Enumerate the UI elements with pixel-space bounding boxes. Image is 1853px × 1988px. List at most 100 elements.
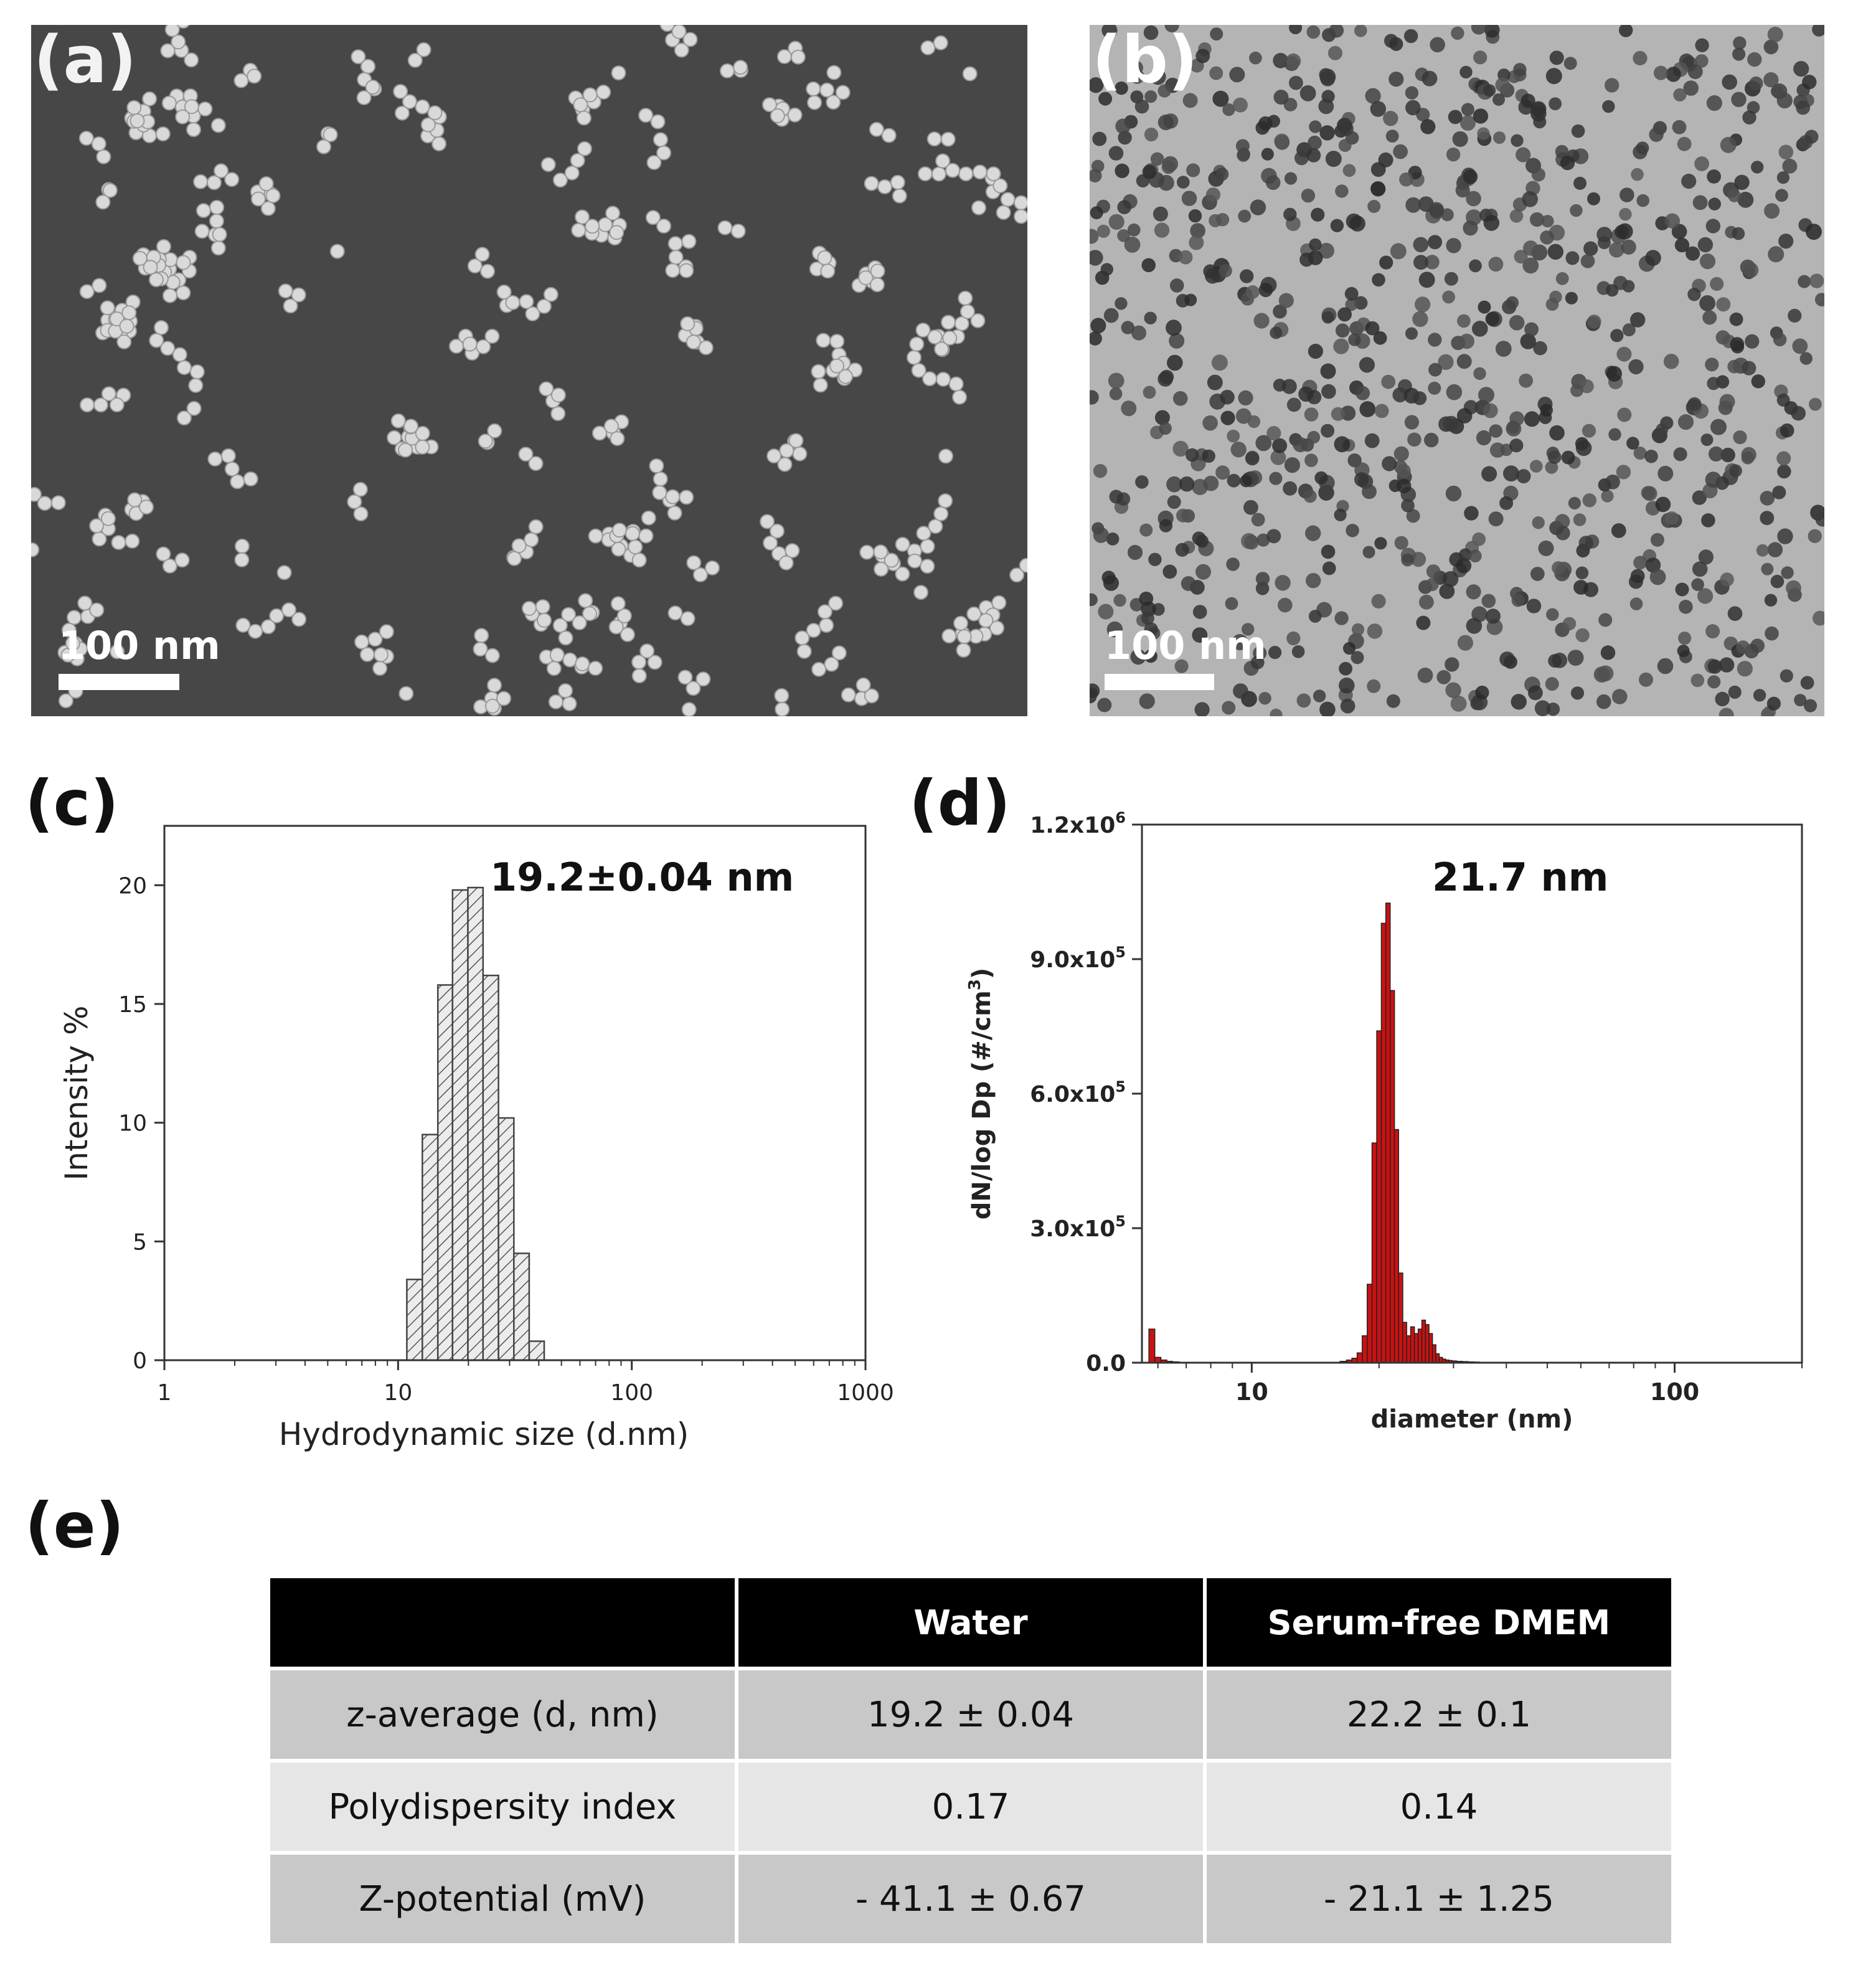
sem-particle [176,255,191,270]
tem-particle [1096,224,1110,238]
sem-particle [631,668,647,684]
sem-particle [608,619,624,635]
tem-particle [1484,25,1500,38]
sem-particle [394,105,410,121]
tem-particle [1734,174,1750,190]
sem-particle [971,200,986,215]
tem-particle [1243,499,1258,515]
sem-particle [407,52,423,68]
y-tick-exponent: 5 [1115,1078,1126,1096]
sem-particle [265,188,281,204]
tem-particle [1506,421,1522,437]
tem-particle [1238,209,1252,223]
tem-particle [1664,213,1680,229]
sem-particle [610,596,626,612]
tem-particle [1232,634,1248,651]
tem-particle [1117,229,1130,242]
tem-particle [1500,443,1513,457]
tem-particle [1780,669,1793,683]
sem-particle [625,526,640,541]
tem-particle [1722,74,1737,90]
y-tick-label: 10 [118,1111,147,1137]
sem-particle [592,425,607,441]
tem-particle [1546,608,1559,621]
sem-particle [686,334,701,350]
tem-particle [1129,60,1143,75]
tem-particle [1763,39,1779,55]
tem-particle [1760,511,1775,526]
table-cell: - 21.1 ± 1.25 [1203,1851,1675,1947]
x-tick-label: 100 [610,1380,653,1406]
tem-particle [1519,373,1533,388]
tem-particle [1121,400,1137,417]
sem-particle [813,377,828,393]
tem-particle [1255,435,1272,452]
tem-particle [1809,397,1822,411]
tem-particle [1575,566,1589,580]
sem-particle [596,84,611,100]
tem-particle [1730,337,1745,351]
sem-particle [139,499,154,515]
sem-particle [864,688,879,704]
tem-particle [1649,569,1666,585]
sem-particle [561,607,577,622]
tem-particle [1520,333,1536,349]
tem-particle [1677,136,1692,151]
tem-particle [1761,562,1774,575]
tem-particle [1488,257,1504,272]
tem-particle [1090,331,1102,346]
sem-particle [986,166,1001,182]
tem-particle [1555,144,1569,159]
tem-particle [1809,273,1824,288]
tem-particle [1732,227,1745,240]
sem-particle [682,32,698,47]
tem-particle [1319,701,1336,716]
tem-particle [1476,430,1492,446]
table-row: z-average (d, nm) 19.2 ± 0.04 22.2 ± 0.1 [266,1667,1675,1763]
sem-particle [575,656,590,671]
tem-particle [1792,338,1808,354]
tem-particle [1390,243,1407,260]
tem-particle [1798,275,1811,288]
sem-particle [873,544,889,560]
sem-micrograph: (a) 100 nm [31,25,1027,716]
sem-particle [387,430,402,445]
tem-particle [1405,197,1422,213]
sem-particle [79,284,95,300]
sem-particle [692,567,708,582]
sem-particle [578,593,593,608]
tem-particle [1167,495,1181,509]
tem-particle [1485,608,1501,624]
tem-particle [1159,369,1174,384]
sem-particle [156,546,171,562]
tem-particle [1194,702,1210,716]
tem-particle [1299,85,1316,102]
tem-particle [1645,557,1661,573]
sem-particle [210,240,226,256]
tem-particle [1367,679,1381,693]
sem-particle [913,585,928,600]
tem-particle [1532,516,1545,529]
tem-particle [1399,172,1413,187]
sem-particle [496,691,512,706]
tem-particle [1090,318,1106,334]
tem-particle [1499,496,1514,510]
tem-particle [1266,529,1281,544]
tem-particle [1602,100,1615,113]
sem-particle [835,85,851,100]
tem-particle [1620,187,1634,202]
tem-particle [1301,188,1316,203]
sem-particle [462,336,478,352]
tem-particle [1777,464,1791,479]
tem-particle [1442,290,1455,304]
tem-particle [1313,689,1326,703]
tem-particle [1597,665,1614,681]
sem-particle [291,612,307,627]
tem-particle [1571,124,1585,138]
sem-particle [121,305,137,321]
sem-particle [96,149,111,164]
tem-particle [1530,567,1545,581]
tem-particle [1473,367,1486,380]
sem-particle [354,634,369,650]
tem-particle [1663,354,1679,369]
